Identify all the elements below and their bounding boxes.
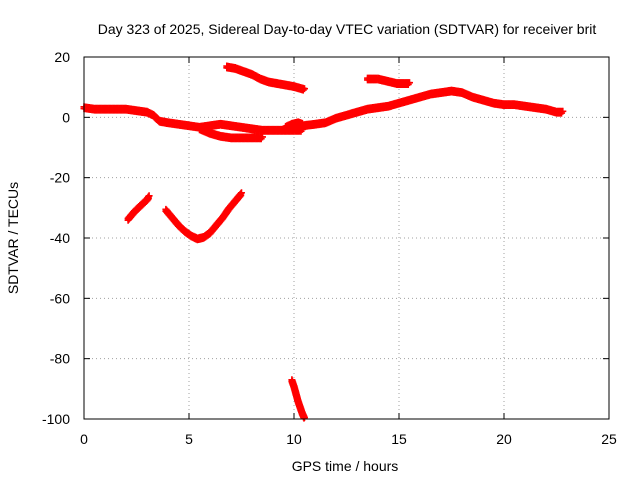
data-point [301,85,308,93]
series-neg-arc [162,189,245,244]
y-tick-label: -80 [50,351,70,367]
x-tick-label: 10 [286,431,302,447]
data-point [259,133,266,141]
data-point [238,189,245,197]
data-point [145,192,153,200]
axis-ticks [83,56,610,420]
y-tick-labels: -100 -80 -60 -40 -20 0 20 [42,49,70,427]
data-point [301,413,308,421]
x-axis-label: GPS time / hours [292,458,399,474]
series-dip-short [196,124,266,143]
x-tick-label: 25 [601,431,617,447]
y-tick-label: -20 [50,170,70,186]
y-tick-label: 0 [62,109,70,125]
series-upper-mid [364,74,413,88]
y-tick-label: -100 [42,411,70,427]
series-main-trace-b [298,86,567,131]
series-neg-short [124,192,153,224]
data-point [406,79,413,87]
data-points [80,62,567,422]
series-main-trace-a [80,103,306,135]
data-point [297,121,305,129]
x-tick-labels: 0 5 10 15 20 25 [80,431,617,447]
y-tick-label: -40 [50,230,70,246]
data-point [298,119,306,127]
chart-title: Day 323 of 2025, Sidereal Day-to-day VTE… [98,21,597,37]
y-tick-label: -60 [50,290,70,306]
x-tick-label: 15 [391,431,407,447]
series-upper-arc [223,62,308,94]
data-point [299,86,307,94]
y-axis-label: SDTVAR / TECUs [5,182,21,294]
x-tick-label: 20 [496,431,512,447]
series-dip-offset [282,118,306,132]
series-deep-drop [288,376,308,422]
x-tick-label: 5 [185,431,193,447]
data-point [559,107,567,115]
x-tick-label: 0 [80,431,88,447]
y-tick-label: 20 [54,49,70,65]
